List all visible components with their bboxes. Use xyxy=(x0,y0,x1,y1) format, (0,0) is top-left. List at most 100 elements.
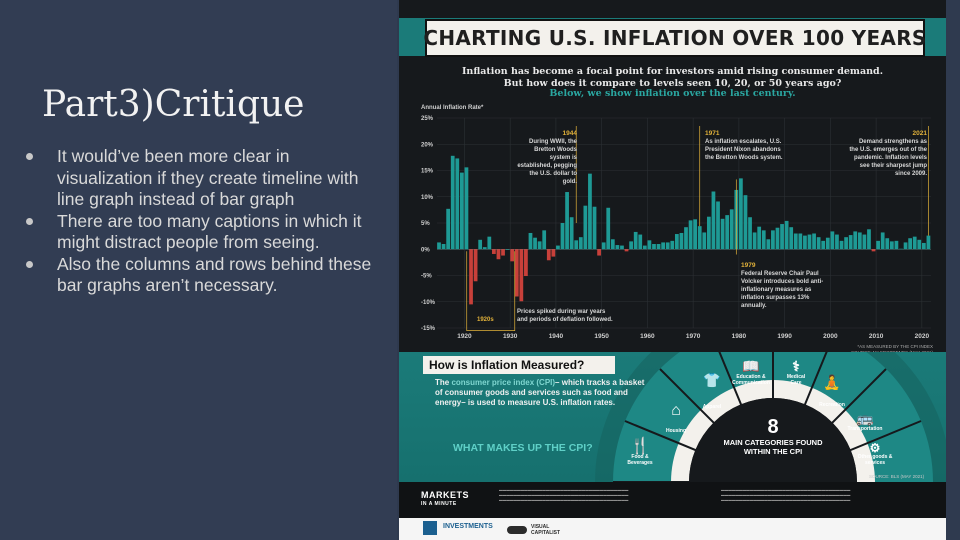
annotation-2021: 2021 Demand strengthens as the U.S. emer… xyxy=(849,130,927,177)
bar-1991 xyxy=(789,227,794,250)
annotation-1944: 1944 During WWII, the Bretton Woods syst… xyxy=(517,130,577,185)
annotation-1971: 1971 As inflation escalates, U.S. Presid… xyxy=(705,130,783,161)
x-tick-label: 1930 xyxy=(503,333,518,340)
bar-1999 xyxy=(825,237,830,250)
bar-1916 xyxy=(446,208,451,250)
bar-1959 xyxy=(642,245,647,250)
bar-1931 xyxy=(514,249,519,297)
deflation-bracket xyxy=(466,251,516,331)
bar-1970 xyxy=(693,219,698,250)
bar-1989 xyxy=(780,224,784,250)
y-tick-label: 5% xyxy=(421,221,430,227)
bar-1923 xyxy=(478,239,483,250)
bar-2001 xyxy=(835,234,839,250)
bar-1961 xyxy=(652,244,656,250)
bar-1948 xyxy=(592,206,597,250)
cpi-arc-graphic xyxy=(595,352,946,482)
bar-2013 xyxy=(889,241,894,250)
y-tick-label: 0% xyxy=(421,247,430,253)
bar-1968 xyxy=(684,227,688,250)
markets-in-a-minute-logo: MARKETS IN A MINUTE xyxy=(421,490,469,508)
subtitle-line-1: Inflation has become a focal point for i… xyxy=(461,66,883,77)
bar-1973 xyxy=(706,216,711,250)
how-measured-text: The consumer price index (CPI)– which tr… xyxy=(435,378,645,407)
bar-1994 xyxy=(803,235,807,250)
bar-1952 xyxy=(610,239,615,250)
bar-1987 xyxy=(771,230,775,250)
bar-2008 xyxy=(867,229,871,250)
bar-1935 xyxy=(533,237,537,250)
y-axis-label: Annual Inflation Rate* xyxy=(421,105,484,111)
category-food: 🍴 Food & Beverages xyxy=(625,438,655,467)
center-text: MAIN CATEGORIES FOUND WITHIN THE CPI xyxy=(723,438,823,456)
bar-1926 xyxy=(492,249,496,254)
logo-strip xyxy=(399,518,946,540)
bar-1995 xyxy=(807,234,812,250)
category-medical: ⚕ Medical Care xyxy=(781,358,811,386)
bar-1985 xyxy=(761,230,766,250)
utensils-icon: 🍴 xyxy=(630,438,650,455)
category-transportation: 🚌 Transportation xyxy=(843,410,887,432)
bar-1943 xyxy=(569,217,574,250)
bar-1974 xyxy=(711,191,716,250)
bar-1938 xyxy=(546,249,551,261)
y-tick-label: 25% xyxy=(421,116,434,122)
bar-1917 xyxy=(450,155,455,250)
bar-1950 xyxy=(601,242,606,250)
bar-2004 xyxy=(848,235,853,250)
bar-1953 xyxy=(615,245,620,250)
bar-1958 xyxy=(638,234,643,250)
bar-2000 xyxy=(830,231,835,250)
bar-2012 xyxy=(885,238,890,250)
bar-1940 xyxy=(556,245,560,250)
bar-2002 xyxy=(839,240,844,250)
bar-1934 xyxy=(528,232,533,250)
bar-1998 xyxy=(821,240,826,250)
slide-text-panel: Part3)Critique It would’ve been more cle… xyxy=(0,0,397,540)
bar-1924 xyxy=(482,247,487,250)
x-tick-label: 1990 xyxy=(777,333,792,340)
title-box: CHARTING U.S. INFLATION OVER 100 YEARS xyxy=(423,19,926,57)
visual-capitalist-icon xyxy=(507,526,527,534)
cpi-source: SOURCE: BLS (MAY 2021) xyxy=(869,474,925,479)
bar-1929 xyxy=(505,249,510,250)
critique-list: It would’ve been more clear in visualiza… xyxy=(22,146,382,297)
bar-1992 xyxy=(793,233,798,250)
bar-1945 xyxy=(578,237,583,250)
bar-1972 xyxy=(702,232,707,250)
bar-1960 xyxy=(647,240,652,250)
bar-1955 xyxy=(624,249,629,252)
bar-1936 xyxy=(537,241,542,250)
bar-1984 xyxy=(757,226,762,250)
bar-1957 xyxy=(633,231,638,250)
bar-1996 xyxy=(812,233,816,250)
bar-1941 xyxy=(560,223,565,250)
cpi-center-label: 8 MAIN CATEGORIES FOUND WITHIN THE CPI xyxy=(703,416,843,456)
bar-1980 xyxy=(739,178,743,250)
x-tick-label: 1960 xyxy=(640,333,655,340)
annotation-1979: 1979 Federal Reserve Chair Paul Volcker … xyxy=(741,262,824,309)
cpi-question: WHAT MAKES UP THE CPI? xyxy=(453,442,593,454)
x-tick-label: 2020 xyxy=(915,333,930,340)
bar-1932 xyxy=(519,249,524,302)
bus-icon: 🚌 xyxy=(856,410,874,426)
bar-2014 xyxy=(894,240,899,250)
bar-1988 xyxy=(775,227,780,250)
bar-1933 xyxy=(524,249,528,277)
bar-2005 xyxy=(853,231,858,250)
slide-title: Part3)Critique xyxy=(42,84,305,126)
deflation-note: Prices spiked during war years and perio… xyxy=(517,309,613,323)
bar-2020 xyxy=(921,242,926,250)
bar-2015 xyxy=(899,248,903,250)
deflation-label: 1920s xyxy=(477,317,494,323)
y-tick-label: 20% xyxy=(421,142,434,148)
bar-1982 xyxy=(748,217,752,250)
bar-1930 xyxy=(510,249,515,262)
bar-1967 xyxy=(679,232,684,250)
fine-print-left: ▬▬▬▬▬▬▬▬▬▬▬▬▬▬▬▬▬▬▬▬▬▬▬▬▬▬▬▬▬▬▬▬▬▬▬▬ ▬▬▬▬… xyxy=(499,488,629,502)
bar-1942 xyxy=(565,192,569,250)
bar-1951 xyxy=(606,207,611,250)
y-tick-label: 15% xyxy=(421,169,434,175)
center-number: 8 xyxy=(767,416,779,438)
bar-1971 xyxy=(697,226,702,250)
